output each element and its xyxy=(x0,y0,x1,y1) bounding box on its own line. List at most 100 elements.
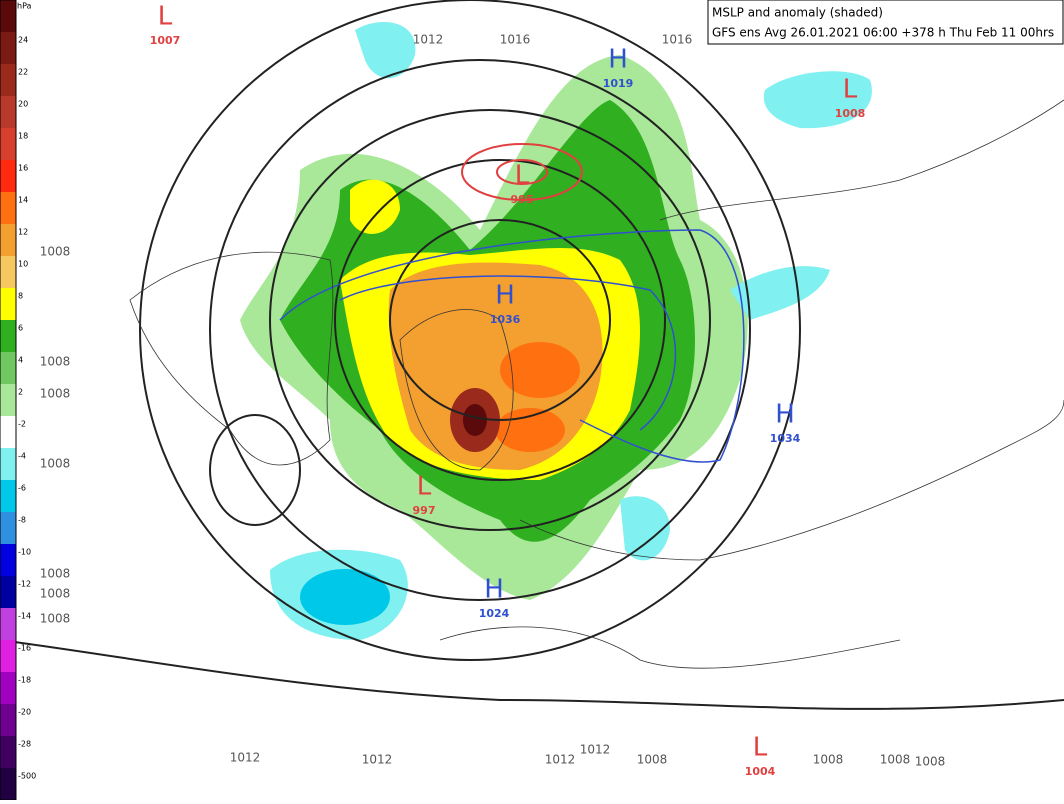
colorbar-swatch xyxy=(0,544,16,577)
pressure-value: 1008 xyxy=(835,107,866,120)
pressure-value: 1034 xyxy=(770,432,801,445)
colorbar-swatch xyxy=(0,768,16,801)
isobar-label: 1012 xyxy=(545,753,576,767)
isobar-label: 1008 xyxy=(813,753,844,767)
pressure-symbol: H xyxy=(775,400,795,430)
header-subtitle: GFS ens Avg 26.01.2021 06:00 +378 h Thu … xyxy=(712,26,1054,40)
colorbar-label: -10 xyxy=(18,548,31,557)
colorbar-swatch xyxy=(0,736,16,769)
pressure-value: 1019 xyxy=(603,77,634,90)
colorbar-label: -6 xyxy=(18,484,26,493)
colorbar-label: 18 xyxy=(18,132,28,141)
colorbar-swatch xyxy=(0,0,16,33)
colorbar-label: 14 xyxy=(18,196,28,205)
colorbar-label: -14 xyxy=(18,612,31,621)
colorbar-swatch xyxy=(0,480,16,513)
colorbar-unit: hPa xyxy=(17,2,32,11)
isobar-label: 1008 xyxy=(40,612,71,626)
colorbar-label: 6 xyxy=(18,324,23,333)
colorbar-label: -500 xyxy=(18,772,36,781)
pressure-value: 1036 xyxy=(490,313,521,326)
pressure-value: 997 xyxy=(413,504,436,517)
colorbar-swatch xyxy=(0,192,16,225)
isobar-label: 1012 xyxy=(413,33,444,47)
colorbar-label: 22 xyxy=(18,68,28,77)
isobar-label: 1008 xyxy=(40,355,71,369)
colorbar-swatch xyxy=(0,96,16,129)
colorbar-swatch xyxy=(0,128,16,161)
labels: L 1007 H 1019 L 1008 L 995 H 1036 L 997 H 1034 H 1024 L 1… xyxy=(40,2,946,779)
header-title: MSLP and anomaly (shaded) xyxy=(712,6,883,20)
colorbar-swatch xyxy=(0,64,16,97)
colorbar-label: -4 xyxy=(18,452,26,461)
colorbar-swatch xyxy=(0,448,16,481)
isobar xyxy=(269,109,711,531)
colorbar-swatch xyxy=(0,640,16,673)
colorbar-label: 4 xyxy=(18,356,23,365)
pressure-symbol: L xyxy=(753,733,768,763)
isobar-label: 1016 xyxy=(662,33,693,47)
anomaly-red-orange xyxy=(500,342,580,398)
isobar-high xyxy=(279,229,745,463)
isobar xyxy=(209,414,301,526)
header-box xyxy=(707,0,1064,45)
anomaly-cyan xyxy=(620,496,670,561)
pressure-value: 995 xyxy=(511,193,534,206)
pressure-symbol: L xyxy=(158,2,173,32)
colorbar-label: 24 xyxy=(18,36,28,45)
colorbar-label: 10 xyxy=(18,260,28,269)
colorbar-label: -2 xyxy=(18,420,26,429)
isobar-label: 1008 xyxy=(40,387,71,401)
pressure-symbol: L xyxy=(843,75,858,105)
coastlines xyxy=(129,99,1064,669)
pressure-value: 1024 xyxy=(479,607,510,620)
isobar-label: 1008 xyxy=(637,753,668,767)
anomaly-yellow xyxy=(350,179,400,234)
isobar xyxy=(389,219,611,421)
colorbar-label: 20 xyxy=(18,100,28,109)
isobar-label: 1016 xyxy=(500,33,531,47)
colorbar-label: -16 xyxy=(18,644,31,653)
pressure-value: 1004 xyxy=(745,765,776,778)
isobar-label: 1012 xyxy=(580,743,611,757)
colorbar-swatch xyxy=(0,512,16,545)
colorbar-label: -20 xyxy=(18,708,31,717)
isobar-label: 1012 xyxy=(230,751,261,765)
colorbar-swatch xyxy=(0,384,16,417)
coastline xyxy=(519,399,1064,561)
colorbar-swatch xyxy=(0,576,16,609)
colorbar-label: 12 xyxy=(18,228,28,237)
pressure-symbol: H xyxy=(608,45,628,75)
pressure-symbol: H xyxy=(484,575,504,605)
isobar-low xyxy=(461,143,583,201)
isobars xyxy=(0,0,1064,710)
isobar-low xyxy=(496,159,548,185)
coastline xyxy=(439,626,901,669)
colorbar-label: -28 xyxy=(18,740,31,749)
colorbar-swatch xyxy=(0,224,16,257)
colorbar-swatch xyxy=(0,416,16,449)
isobar xyxy=(0,639,1064,710)
isobar-label: 1008 xyxy=(915,755,946,769)
anomaly-cyan xyxy=(730,266,830,320)
pressure-symbol: L xyxy=(417,472,432,502)
pressure-symbol: H xyxy=(495,281,515,311)
colorbar-label: -18 xyxy=(18,676,31,685)
anomaly-shading xyxy=(240,22,872,640)
colorbar-swatch xyxy=(0,704,16,737)
colorbar-swatch xyxy=(0,256,16,289)
isobar-label: 1008 xyxy=(40,457,71,471)
colorbar-label: -12 xyxy=(18,580,31,589)
isobar-label: 1008 xyxy=(40,245,71,259)
colorbar-swatch xyxy=(0,672,16,705)
colorbar-swatch xyxy=(0,608,16,641)
colorbar-swatch xyxy=(0,32,16,65)
isobar-label: 1012 xyxy=(362,753,393,767)
anomaly-blue xyxy=(300,569,390,625)
isobar xyxy=(139,0,801,661)
anomaly-cyan xyxy=(355,22,416,79)
anomaly-red-orange xyxy=(495,408,565,452)
coastline xyxy=(399,309,514,471)
colorbar-label: 8 xyxy=(18,292,23,301)
colorbar-label: 2 xyxy=(18,388,23,397)
